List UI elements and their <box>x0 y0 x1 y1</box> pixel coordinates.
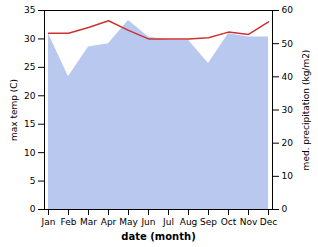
svg-text:Dec: Dec <box>260 217 277 227</box>
svg-text:Aug: Aug <box>180 217 198 227</box>
svg-text:med. precipitation (kg/m2): med. precipitation (kg/m2) <box>301 50 311 171</box>
svg-text:25: 25 <box>24 62 35 72</box>
svg-text:0: 0 <box>282 204 288 214</box>
svg-text:Jan: Jan <box>41 217 56 227</box>
svg-text:40: 40 <box>282 72 294 82</box>
svg-text:May: May <box>119 217 138 227</box>
svg-text:Feb: Feb <box>61 217 77 227</box>
svg-text:date (month): date (month) <box>121 231 195 242</box>
svg-text:30: 30 <box>24 34 36 44</box>
svg-text:Jun: Jun <box>140 217 155 227</box>
svg-text:Nov: Nov <box>240 217 258 227</box>
svg-text:Jul: Jul <box>162 217 174 227</box>
svg-text:20: 20 <box>282 138 294 148</box>
svg-text:0: 0 <box>30 204 36 214</box>
svg-text:Mar: Mar <box>80 217 97 227</box>
svg-text:10: 10 <box>282 171 294 181</box>
svg-text:10: 10 <box>24 148 36 158</box>
svg-text:50: 50 <box>282 39 294 49</box>
svg-text:15: 15 <box>24 119 35 129</box>
svg-text:20: 20 <box>24 91 36 101</box>
svg-text:30: 30 <box>282 105 294 115</box>
svg-text:5: 5 <box>30 176 36 186</box>
svg-text:Sep: Sep <box>200 217 217 227</box>
svg-text:max temp (C): max temp (C) <box>9 79 19 141</box>
svg-text:Apr: Apr <box>101 217 117 227</box>
svg-text:Oct: Oct <box>221 217 237 227</box>
svg-text:35: 35 <box>24 5 35 15</box>
svg-text:60: 60 <box>282 5 294 15</box>
